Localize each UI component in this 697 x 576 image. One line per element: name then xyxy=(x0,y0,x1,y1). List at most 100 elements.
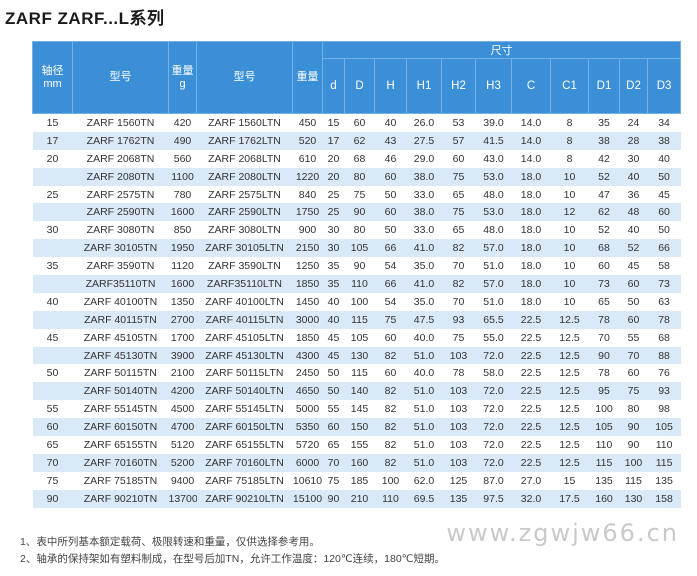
table-cell: 76 xyxy=(647,364,681,383)
table-cell: ZARF 70160LTN xyxy=(196,453,293,472)
table-cell: 14.0 xyxy=(511,131,551,150)
table-cell: 48.0 xyxy=(475,185,512,204)
table-row: ZARF 2080TN 1100 ZARF 2080LTN 1220 20 80 60 38.… xyxy=(32,167,681,186)
table-cell: 105 xyxy=(647,418,681,437)
table-cell: ZARF 55145LTN xyxy=(196,400,293,419)
table-cell: 65 xyxy=(588,292,620,311)
table-cell: 115 xyxy=(619,471,648,490)
table-cell: 95 xyxy=(588,382,620,401)
table-cell: 4200 xyxy=(168,382,197,401)
header-dim-c1: C1 xyxy=(550,58,589,114)
table-cell: 51.0 xyxy=(406,418,442,437)
header-dim-h3: H3 xyxy=(475,58,512,114)
table-cell: 60 xyxy=(374,203,407,222)
table-cell: 130 xyxy=(344,346,375,365)
table-cell: 450 xyxy=(292,113,323,132)
table-cell: ZARF 2068LTN xyxy=(196,149,293,168)
table-cell: 135 xyxy=(441,489,476,508)
table-cell: 75 xyxy=(344,185,375,204)
table-cell: 4300 xyxy=(292,346,323,365)
table-cell: 150 xyxy=(344,418,375,437)
table-cell: 62.0 xyxy=(406,471,442,490)
table-cell: 68 xyxy=(647,328,681,347)
table-cell: 13700 xyxy=(168,489,197,508)
table-cell: 66 xyxy=(647,239,681,258)
table-cell xyxy=(32,275,73,293)
table-cell: 55 xyxy=(32,400,73,419)
header-dim-c: C xyxy=(511,58,551,114)
table-cell: 12.5 xyxy=(550,453,589,472)
table-cell: 35 xyxy=(322,257,345,276)
table-cell: 15100 xyxy=(292,489,323,508)
table-cell: ZARF 3590TN xyxy=(72,257,169,276)
table-cell: 82 xyxy=(374,382,407,401)
table-cell: 1950 xyxy=(168,239,197,258)
table-cell: 60 xyxy=(647,203,681,222)
table-cell: 38.0 xyxy=(406,167,442,186)
table-cell: 22.5 xyxy=(511,382,551,401)
table-cell: 4700 xyxy=(168,418,197,437)
table-cell: 140 xyxy=(344,382,375,401)
table-cell: 10 xyxy=(550,292,589,311)
table-row: 65 ZARF 65155TN 5120 ZARF 65155LTN 5720 65 155… xyxy=(32,436,681,454)
table-cell: 3900 xyxy=(168,346,197,365)
table-cell: 4500 xyxy=(168,400,197,419)
table-cell: ZARF 40100TN xyxy=(72,292,169,311)
table-cell: 60 xyxy=(441,149,476,168)
table-cell: 50 xyxy=(374,221,407,240)
table-cell: 51.0 xyxy=(406,346,442,365)
table-row: 40 ZARF 40100TN 1350 ZARF 40100LTN 1450 40 100… xyxy=(32,292,681,311)
table-cell: 65 xyxy=(441,185,476,204)
page-title: ZARF ZARF...L系列 xyxy=(5,9,165,28)
table-cell: 45 xyxy=(322,346,345,365)
table-cell: 78 xyxy=(441,364,476,383)
table-cell: 17 xyxy=(32,131,73,150)
table-cell: 90 xyxy=(619,418,648,437)
table-cell: 10 xyxy=(550,221,589,240)
table-cell: 22.5 xyxy=(511,328,551,347)
table-cell: ZARF 2575TN xyxy=(72,185,169,204)
table-cell: ZARF 40100LTN xyxy=(196,292,293,311)
table-cell: 70 xyxy=(588,328,620,347)
table-cell: 10610 xyxy=(292,471,323,490)
table-cell: 40 xyxy=(619,221,648,240)
table-cell: 12.5 xyxy=(550,400,589,419)
table-cell: 58.0 xyxy=(475,364,512,383)
table-cell: 30 xyxy=(322,221,345,240)
table-cell: 82 xyxy=(374,418,407,437)
table-cell: 45 xyxy=(322,328,345,347)
header-shaft-diameter: 轴径 mm xyxy=(32,41,73,114)
table-cell: 57.0 xyxy=(475,239,512,258)
header-weight-tn: 重量 g xyxy=(168,41,197,114)
table-cell: 2700 xyxy=(168,310,197,329)
table-row: 60 ZARF 60150TN 4700 ZARF 60150LTN 5350 60 150… xyxy=(32,418,681,437)
table-cell: 80 xyxy=(344,221,375,240)
table-cell: 8 xyxy=(550,131,589,150)
table-cell: ZARF 60150LTN xyxy=(196,418,293,437)
table-cell: 103 xyxy=(441,346,476,365)
table-cell: 560 xyxy=(168,149,197,168)
table-cell: 82 xyxy=(374,400,407,419)
table-cell: 53.0 xyxy=(475,167,512,186)
table-cell: 47 xyxy=(588,185,620,204)
table-cell: ZARF 40115LTN xyxy=(196,310,293,329)
header-dim-h: H xyxy=(374,58,407,114)
table-cell: 90 xyxy=(32,489,73,508)
table-cell: 75 xyxy=(322,471,345,490)
table-cell: 82 xyxy=(441,239,476,258)
table-cell: 65 xyxy=(322,436,345,454)
table-cell: 33.0 xyxy=(406,185,442,204)
table-cell: 18.0 xyxy=(511,292,551,311)
table-cell: 40 xyxy=(647,149,681,168)
table-cell: 18.0 xyxy=(511,167,551,186)
table-row: 17 ZARF 1762TN 490 ZARF 1762LTN 520 17 62 43 27.… xyxy=(32,131,681,150)
table-cell: ZARF 75185LTN xyxy=(196,471,293,490)
table-cell xyxy=(32,310,73,329)
table-cell: 52 xyxy=(588,221,620,240)
table-cell: ZARF 45130LTN xyxy=(196,346,293,365)
table-cell: ZARF 75185TN xyxy=(72,471,169,490)
table-cell: ZARF 2590LTN xyxy=(196,203,293,222)
table-cell xyxy=(32,346,73,365)
header-dim-h2: H2 xyxy=(441,58,476,114)
table-cell: 1350 xyxy=(168,292,197,311)
